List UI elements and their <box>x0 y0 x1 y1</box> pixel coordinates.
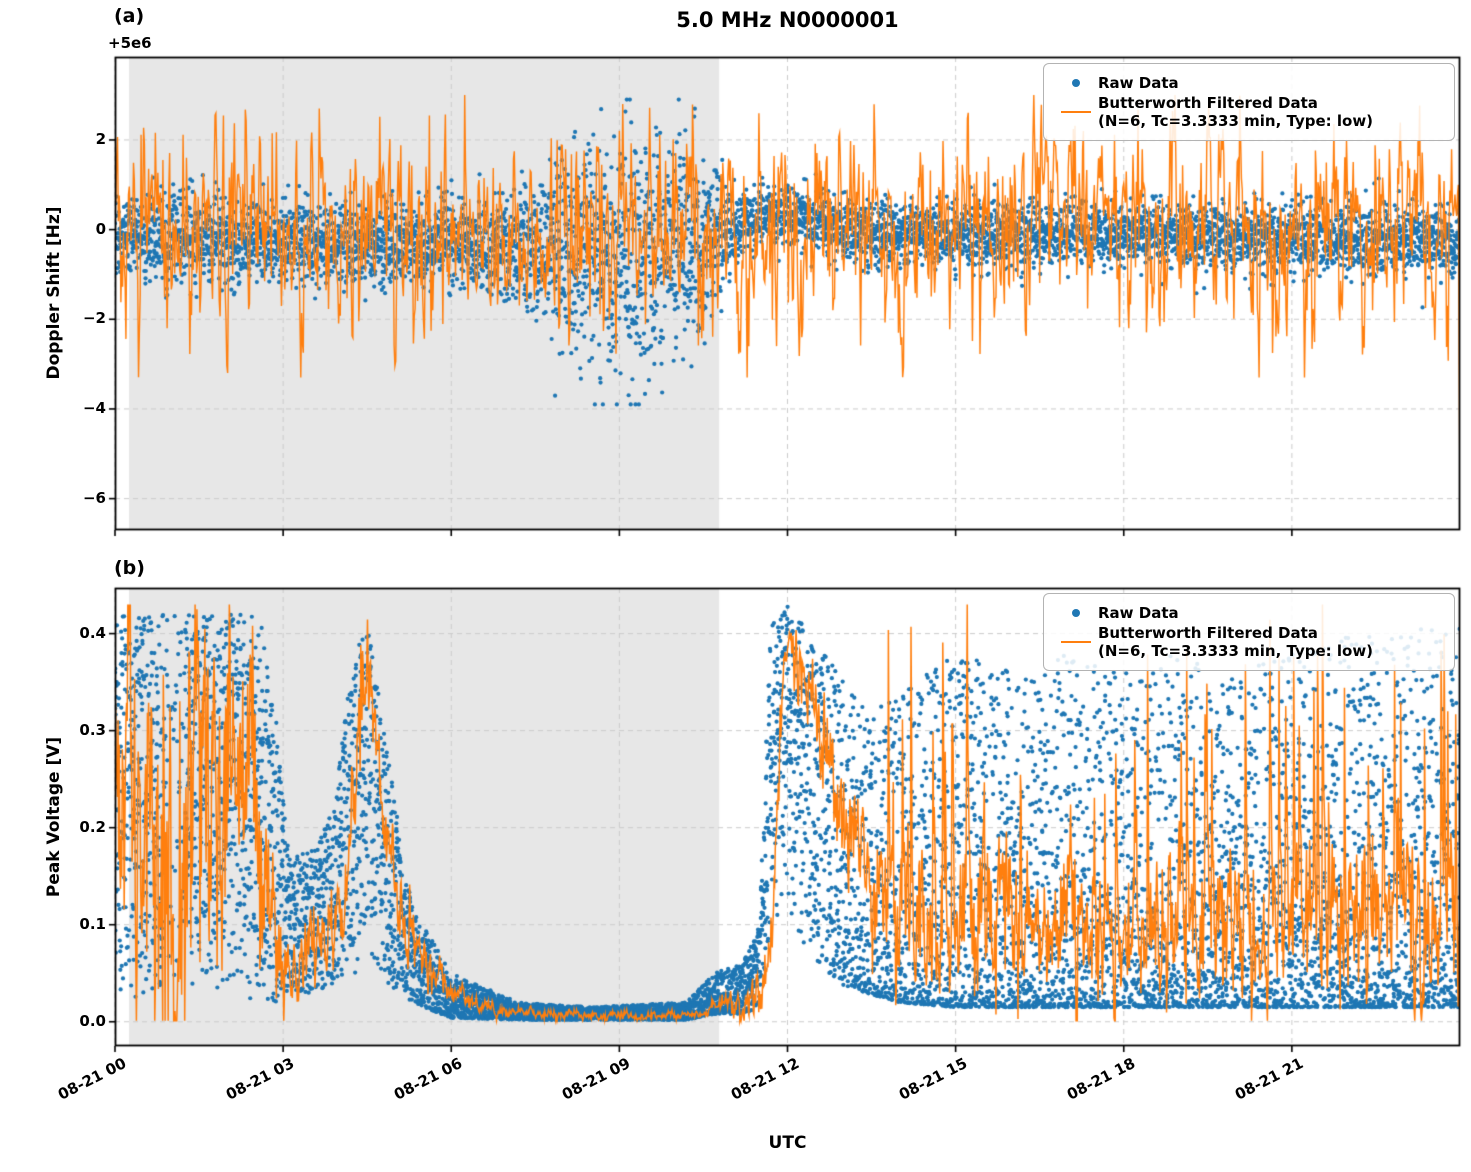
legend-entry-raw: Raw Data <box>1054 604 1444 622</box>
y-tick-label: 0 <box>95 219 106 238</box>
y-tick-label: 0.1 <box>79 914 106 933</box>
panel-a-label: (a) <box>114 5 145 27</box>
figure-title: 5.0 MHz N0000001 <box>676 8 899 32</box>
legend-entry-filtered: Butterworth Filtered Data (N=6, Tc=3.3333… <box>1054 624 1444 660</box>
legend-entry-raw: Raw Data <box>1054 74 1444 92</box>
legend-filtered-label: Butterworth Filtered Data <box>1098 624 1318 642</box>
legend-marker-cell <box>1054 641 1098 643</box>
y-tick-label: −2 <box>82 309 106 328</box>
legend-filtered-label: Butterworth Filtered Data <box>1098 94 1318 112</box>
panel-b-label: (b) <box>114 557 145 579</box>
raw-data-dot-icon <box>1072 79 1080 87</box>
legend-marker-cell <box>1054 609 1098 617</box>
xlabel-utc: UTC <box>768 1133 807 1153</box>
legend-filtered-sublabel: (N=6, Tc=3.3333 min, Type: low) <box>1098 642 1374 660</box>
legend-marker-cell <box>1054 111 1098 113</box>
legend-filtered-sublabel: (N=6, Tc=3.3333 min, Type: low) <box>1098 112 1374 130</box>
y-tick-label: −6 <box>82 488 106 507</box>
legend-filtered-text: Butterworth Filtered Data (N=6, Tc=3.3333… <box>1098 94 1373 130</box>
legend-panel-b: Raw Data Butterworth Filtered Data (N=6, … <box>1043 593 1455 671</box>
legend-entry-filtered: Butterworth Filtered Data (N=6, Tc=3.3333… <box>1054 94 1444 130</box>
legend-panel-a: Raw Data Butterworth Filtered Data (N=6, … <box>1043 63 1455 141</box>
legend-raw-label: Raw Data <box>1098 604 1179 622</box>
y-tick-label: 0.2 <box>79 817 106 836</box>
raw-data-dot-icon <box>1072 609 1080 617</box>
filtered-line-icon <box>1061 641 1091 643</box>
y-offset-label: +5e6 <box>108 34 152 52</box>
y-tick-label: 0.0 <box>79 1011 106 1030</box>
y-tick-label: −4 <box>82 398 106 417</box>
y-tick-label: 0.3 <box>79 720 106 739</box>
y-tick-label: 0.4 <box>79 623 106 642</box>
legend-filtered-text: Butterworth Filtered Data (N=6, Tc=3.3333… <box>1098 624 1373 660</box>
y-tick-label: 2 <box>95 129 106 148</box>
legend-marker-cell <box>1054 79 1098 87</box>
legend-raw-label: Raw Data <box>1098 74 1179 92</box>
filtered-line-icon <box>1061 111 1091 113</box>
